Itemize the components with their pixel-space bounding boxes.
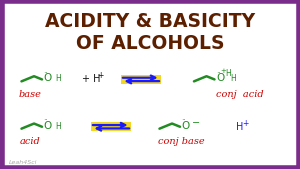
Text: OF ALCOHOLS: OF ALCOHOLS: [76, 34, 224, 53]
Text: conj base: conj base: [158, 137, 205, 147]
Text: ··: ··: [216, 69, 221, 78]
Polygon shape: [91, 122, 131, 131]
Text: acid: acid: [20, 137, 40, 147]
Text: + H: + H: [82, 74, 101, 84]
Text: ··: ··: [182, 116, 186, 125]
Text: +: +: [97, 71, 103, 80]
Text: ACIDITY & BASICITY: ACIDITY & BASICITY: [45, 13, 255, 31]
Polygon shape: [121, 75, 161, 84]
Text: O: O: [44, 74, 52, 83]
Text: Leah4Sci: Leah4Sci: [9, 160, 38, 165]
Text: O: O: [44, 121, 52, 131]
Text: ··: ··: [44, 69, 48, 78]
Text: H: H: [56, 122, 61, 131]
Text: +: +: [220, 68, 226, 74]
Text: ··: ··: [44, 116, 48, 125]
Text: base: base: [19, 90, 41, 99]
Text: conj  acid: conj acid: [216, 90, 264, 99]
Text: H: H: [230, 74, 236, 83]
Text: O: O: [216, 74, 224, 83]
Text: O: O: [182, 121, 190, 131]
Text: H: H: [236, 122, 244, 132]
Text: H: H: [225, 69, 231, 78]
Text: −: −: [192, 118, 200, 128]
Text: H: H: [56, 74, 61, 83]
Text: +: +: [242, 118, 249, 128]
